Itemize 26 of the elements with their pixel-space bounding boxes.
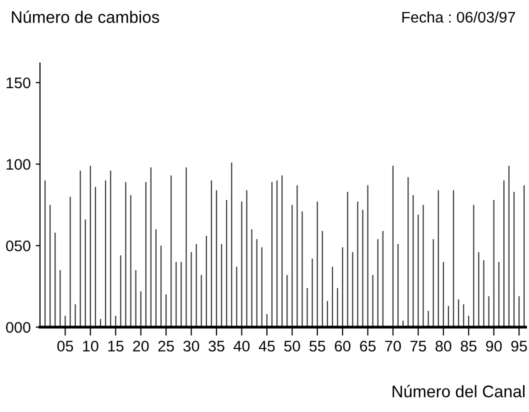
x-tick-label: 35 [208, 340, 224, 352]
x-tick-label: 20 [133, 340, 149, 352]
y-tick-label: 100 [6, 158, 30, 170]
x-tick-label: 50 [284, 340, 300, 352]
x-tick-label: 95 [511, 340, 527, 352]
x-tick-label: 40 [234, 340, 250, 352]
x-tick-label: 30 [183, 340, 200, 352]
x-tick-label: 65 [360, 340, 376, 352]
x-tick-label: 45 [258, 340, 275, 352]
x-tick-label: 10 [83, 340, 98, 352]
x-axis-title: Número del Canal [392, 384, 525, 398]
x-tick-label: 15 [108, 340, 124, 352]
x-tick-label: 55 [309, 340, 326, 352]
x-tick-label: 75 [410, 340, 426, 352]
y-tick-label: 050 [6, 240, 30, 252]
x-tick-label: 05 [57, 340, 74, 352]
x-tick-label: 90 [486, 340, 502, 352]
y-axis-title: Número de cambios [12, 10, 160, 24]
y-tick-label: 150 [6, 77, 30, 88]
x-tick-label: 80 [436, 340, 452, 352]
x-tick-label: 85 [460, 340, 476, 352]
x-tick-label: 70 [385, 340, 401, 352]
y-tick-label: 000 [6, 322, 30, 333]
x-tick-label: 25 [158, 340, 174, 352]
x-tick-label: 60 [334, 340, 350, 352]
text: Fecha : 06/03/97 [402, 11, 516, 23]
